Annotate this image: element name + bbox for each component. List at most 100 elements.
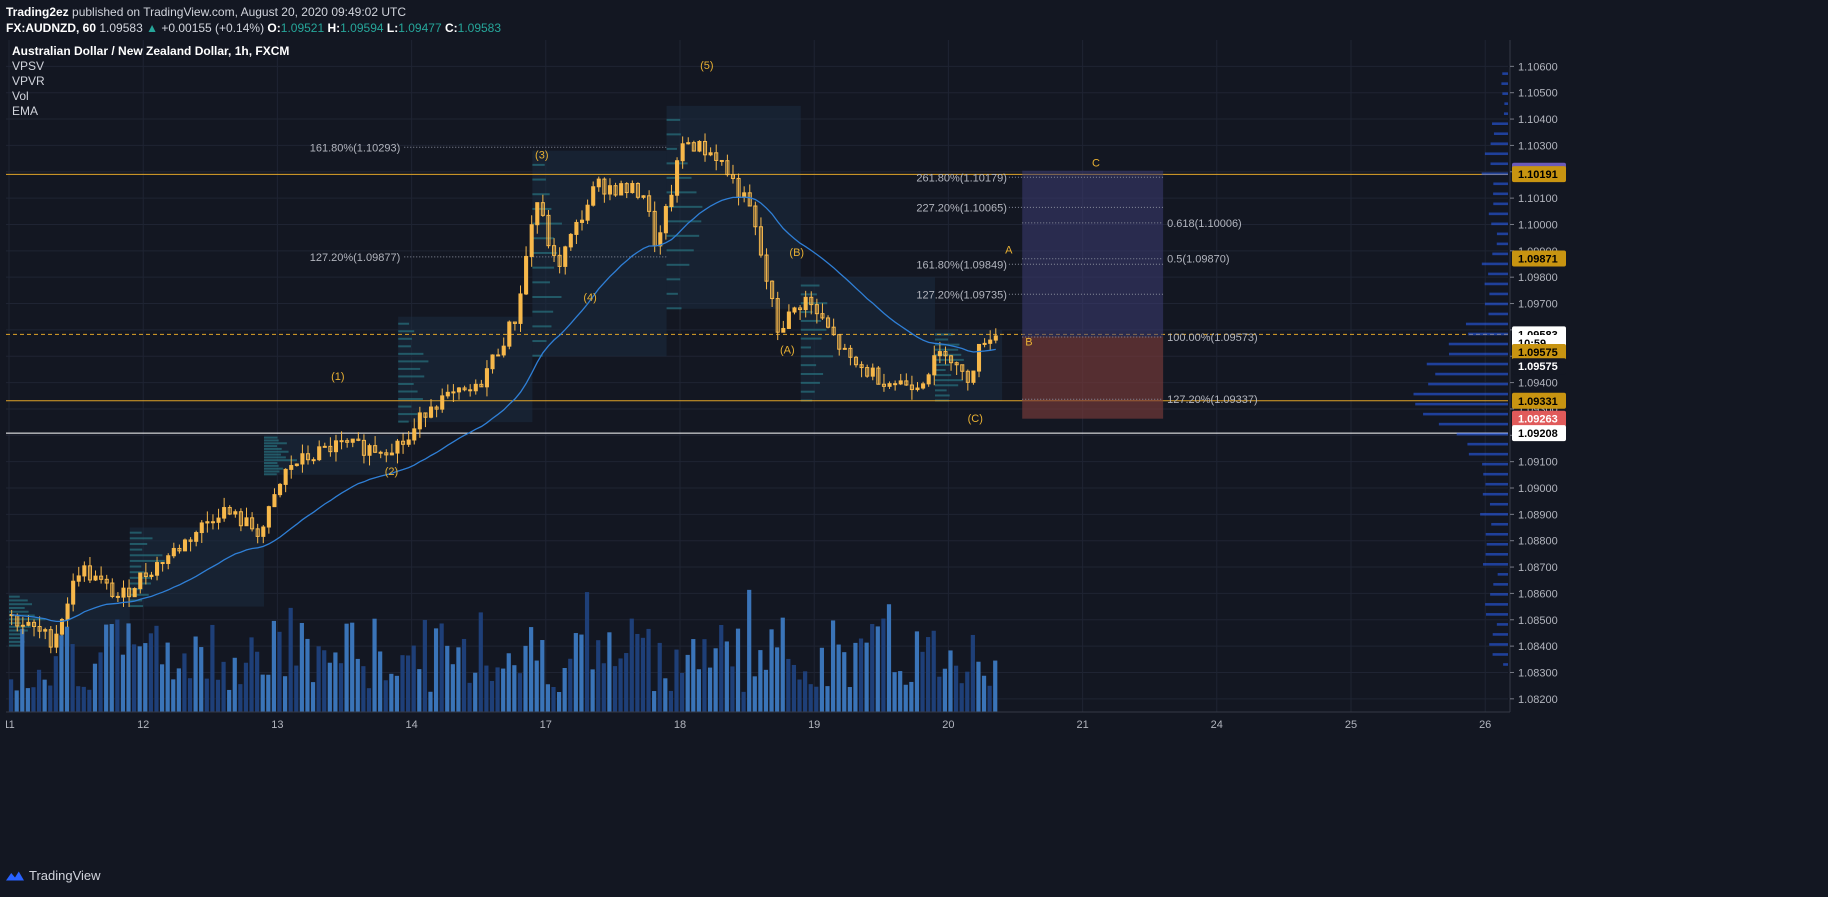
volume-bar — [400, 655, 405, 712]
tradingview-logo[interactable]: TradingView — [6, 868, 101, 883]
loss-zone-box[interactable] — [1022, 336, 1164, 419]
y-tick-label: 1.08800 — [1518, 536, 1558, 548]
volume-bar — [495, 667, 500, 712]
volume-profile-bar — [532, 310, 554, 313]
volume-bar — [501, 668, 506, 712]
volume-bar — [92, 663, 98, 712]
volume-bar — [378, 651, 383, 712]
y-tick-label: 1.09100 — [1518, 457, 1558, 469]
candle-body — [222, 507, 227, 519]
volume-profile-bar — [532, 296, 562, 299]
y-tick-label: 1.08500 — [1518, 615, 1558, 627]
candle-body — [842, 347, 847, 350]
wave-label[interactable]: C — [1092, 157, 1100, 169]
volume-bar — [366, 688, 372, 712]
wave-label[interactable]: (2) — [385, 466, 398, 478]
candle-body — [753, 205, 758, 228]
published-text: published on TradingView.com, August 20,… — [68, 5, 407, 19]
candle-body — [490, 354, 495, 370]
wave-label[interactable]: (1) — [331, 371, 344, 383]
volume-profile-bar — [532, 237, 555, 240]
volume-profile-bar — [800, 319, 822, 322]
volume-profile-bar — [129, 605, 144, 608]
volume-bar — [182, 653, 187, 712]
volume-bar — [361, 666, 366, 712]
profit-zone-box[interactable] — [1022, 170, 1164, 337]
indicator-legend-item[interactable]: Vol — [12, 89, 29, 103]
wave-label[interactable]: (4) — [583, 292, 596, 304]
candle-body — [781, 327, 786, 333]
candle-body — [395, 440, 400, 454]
volume-profile-bar — [532, 178, 546, 181]
indicator-legend-item[interactable]: EMA — [12, 104, 38, 118]
volume-bar — [461, 638, 467, 712]
candle-body — [384, 452, 389, 456]
indicator-legend-item[interactable]: VPSV — [12, 59, 44, 73]
wave-label[interactable]: (3) — [535, 150, 548, 162]
volume-bar — [383, 680, 388, 712]
candle-body — [596, 178, 601, 188]
right-volume-profile-bar — [1501, 82, 1508, 85]
volume-bar — [646, 628, 651, 712]
volume-profile-bar — [263, 442, 287, 445]
indicator-legend-item[interactable]: VPVR — [12, 74, 45, 88]
candle-body — [602, 178, 607, 195]
volume-profile-bar — [398, 360, 429, 363]
up-triangle-icon: ▲ — [146, 21, 158, 35]
candle-body — [960, 364, 965, 372]
candle-body — [417, 412, 422, 430]
symbol-name[interactable]: FX:AUDNZD, 60 — [6, 21, 97, 35]
volume-bar — [260, 674, 265, 712]
volume-bar — [355, 658, 360, 712]
volume-bar — [875, 626, 880, 712]
volume-bar — [70, 644, 75, 712]
volume-bar — [937, 676, 942, 712]
volume-bar — [926, 637, 931, 712]
volume-bar — [791, 664, 797, 712]
y-tick-label: 1.08900 — [1518, 509, 1558, 521]
price-chart[interactable]: 161.80%(1.10293) 127.20%(1.09877) 261.80%(… — [6, 40, 1820, 850]
ema-line[interactable] — [11, 196, 996, 623]
wave-label[interactable]: (B) — [789, 247, 804, 259]
right-volume-profile-bar — [1415, 402, 1508, 406]
right-volume-profile-bar — [1496, 623, 1508, 626]
candle-body — [451, 391, 456, 394]
candle-body — [278, 483, 283, 496]
wave-label[interactable]: (A) — [780, 345, 795, 357]
volume-profile-bar — [9, 640, 25, 643]
wave-label[interactable]: (5) — [700, 60, 713, 72]
volume-bar — [25, 688, 30, 712]
volume-profile-bar — [800, 337, 822, 340]
volume-bar — [562, 668, 567, 712]
volume-profile-bar — [9, 633, 24, 636]
candle-body — [93, 575, 98, 581]
wave-label[interactable]: A — [1005, 244, 1013, 256]
candle-body — [205, 521, 210, 524]
right-volume-profile-bar — [1497, 573, 1508, 576]
right-volume-profile-bar — [1483, 472, 1508, 476]
volume-bar — [310, 682, 316, 712]
wave-label[interactable]: B — [1025, 337, 1032, 349]
volume-bar — [685, 654, 690, 712]
wave-label[interactable]: (C) — [968, 413, 983, 425]
candle-body — [512, 321, 517, 324]
right-volume-profile-bar — [1448, 342, 1508, 346]
candle-body — [714, 152, 719, 161]
price-axis-label: 1.09575 — [1518, 347, 1558, 359]
publisher-name[interactable]: Trading2ez — [6, 5, 69, 19]
right-volume-profile-bar — [1438, 422, 1508, 426]
volume-profile-bar — [263, 450, 289, 453]
volume-profile-bar — [9, 595, 20, 598]
volume-profile-bar — [398, 330, 415, 333]
volume-bar — [238, 684, 243, 712]
right-volume-profile-bar — [1484, 152, 1508, 156]
right-volume-profile-bar — [1503, 663, 1508, 666]
volume-profile-bar — [666, 234, 700, 237]
volume-bar — [590, 669, 595, 712]
volume-bar — [204, 678, 209, 712]
x-tick-label: 14 — [405, 719, 417, 731]
y-tick-label: 1.08300 — [1518, 667, 1558, 679]
chart-title[interactable]: Australian Dollar / New Zealand Dollar, … — [12, 44, 289, 58]
candle-body — [971, 370, 976, 383]
volume-bar — [148, 633, 153, 712]
